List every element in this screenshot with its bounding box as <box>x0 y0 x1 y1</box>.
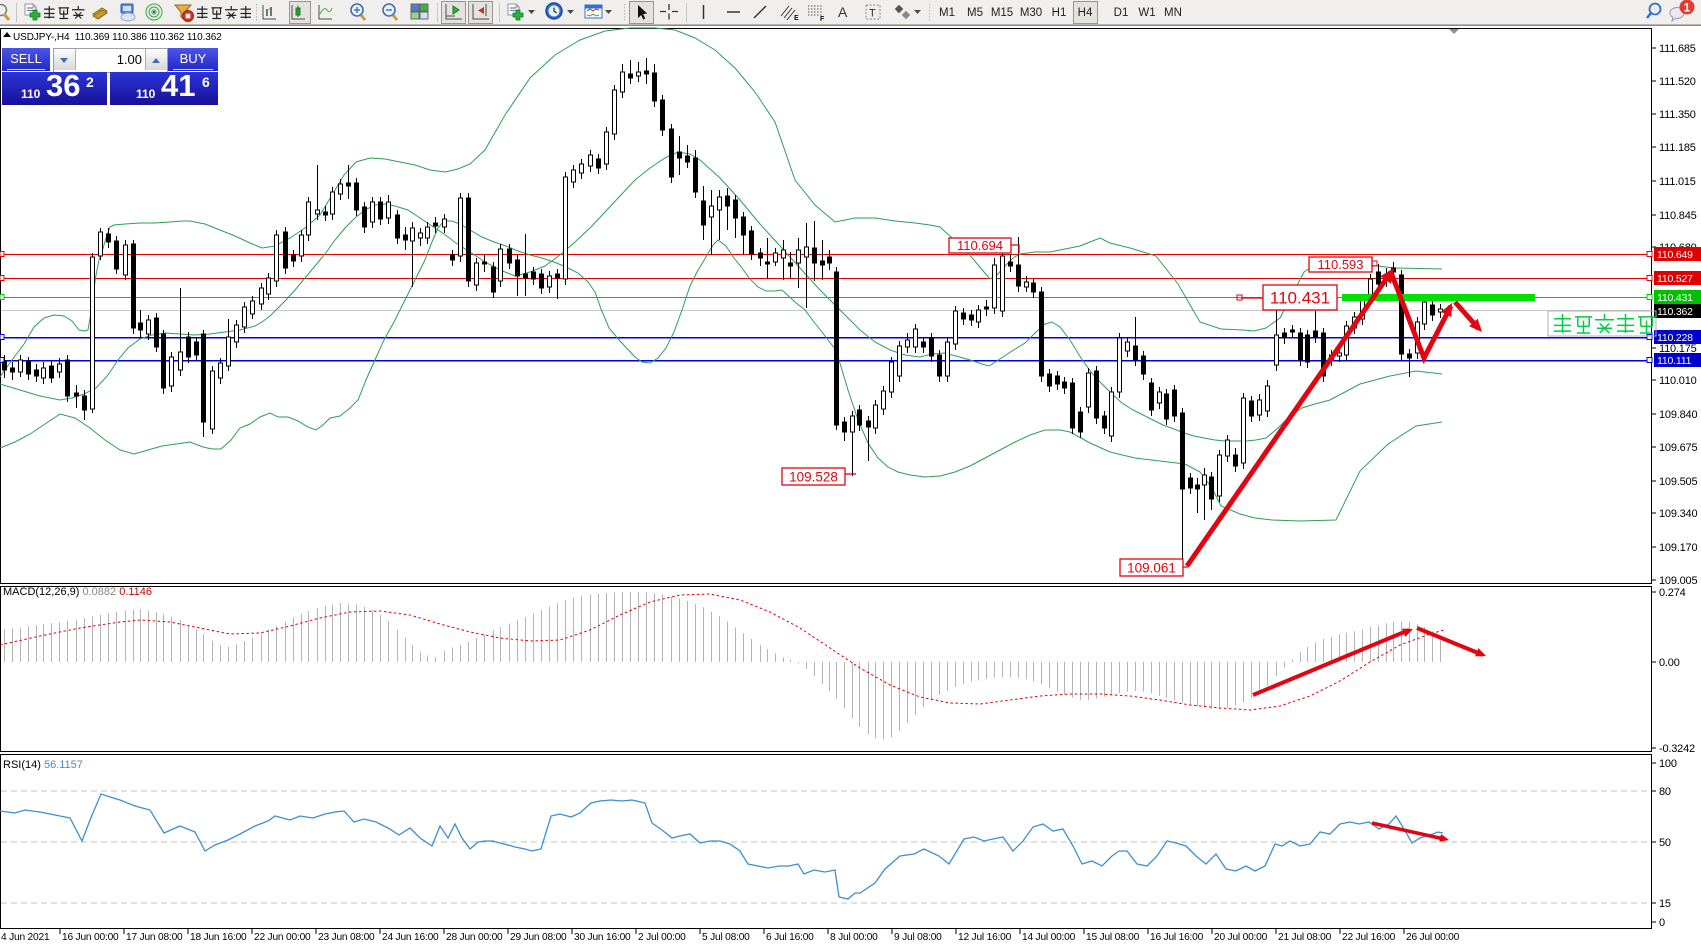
svg-text:111.520: 111.520 <box>1659 76 1696 88</box>
svg-text:4 Jun 2021: 4 Jun 2021 <box>1 932 50 943</box>
svg-text:0: 0 <box>1659 917 1665 929</box>
svg-text:111.350: 111.350 <box>1659 109 1696 121</box>
svg-text:M5: M5 <box>967 7 983 19</box>
svg-text:110.362: 110.362 <box>1657 306 1693 318</box>
svg-text:9 Jul 08:00: 9 Jul 08:00 <box>894 932 942 943</box>
svg-text:17 Jun 08:00: 17 Jun 08:00 <box>126 932 183 943</box>
svg-text:MACD(12,26,9) 0.0882 0.1146: MACD(12,26,9) 0.0882 0.1146 <box>3 586 152 598</box>
svg-text:109.675: 109.675 <box>1659 442 1697 454</box>
svg-text:-0.3242: -0.3242 <box>1659 743 1695 755</box>
svg-text:RSI(14) 56.1157: RSI(14) 56.1157 <box>3 759 83 771</box>
svg-text:T: T <box>869 8 876 20</box>
svg-text:12 Jul 16:00: 12 Jul 16:00 <box>958 932 1012 943</box>
svg-text:110.694: 110.694 <box>957 238 1003 253</box>
svg-text:109.528: 109.528 <box>789 469 838 484</box>
svg-text:H4: H4 <box>1078 7 1093 19</box>
svg-text:29 Jun 08:00: 29 Jun 08:00 <box>510 932 567 943</box>
svg-text:80: 80 <box>1659 786 1671 798</box>
svg-text:28 Jun 00:00: 28 Jun 00:00 <box>446 932 503 943</box>
svg-text:109.505: 109.505 <box>1659 476 1697 488</box>
svg-text:M15: M15 <box>991 7 1013 19</box>
svg-text:110.228: 110.228 <box>1657 332 1693 344</box>
svg-text:50: 50 <box>1659 837 1671 849</box>
svg-text:111.185: 111.185 <box>1659 142 1696 154</box>
svg-text:15: 15 <box>1659 898 1671 910</box>
svg-text:110.431: 110.431 <box>1657 292 1693 304</box>
svg-text:24 Jun 16:00: 24 Jun 16:00 <box>382 932 439 943</box>
svg-text:109.005: 109.005 <box>1659 575 1697 587</box>
svg-text:6 Jul 16:00: 6 Jul 16:00 <box>766 932 814 943</box>
svg-text:USDJPY-,H4 110.369 110.386 11: USDJPY-,H4 110.369 110.386 110.362 110.3… <box>13 32 222 43</box>
svg-text:22 Jul 16:00: 22 Jul 16:00 <box>1342 932 1396 943</box>
svg-text:111.015: 111.015 <box>1659 176 1696 188</box>
svg-text:100: 100 <box>1659 758 1677 770</box>
svg-text:26 Jul 00:00: 26 Jul 00:00 <box>1406 932 1460 943</box>
svg-text:16 Jul 16:00: 16 Jul 16:00 <box>1150 932 1204 943</box>
svg-text:109.061: 109.061 <box>1127 560 1176 575</box>
svg-text:A: A <box>838 4 848 20</box>
svg-text:M1: M1 <box>939 7 955 19</box>
svg-text:110.175: 110.175 <box>1659 343 1697 355</box>
svg-text:21 Jul 08:00: 21 Jul 08:00 <box>1278 932 1332 943</box>
svg-text:H1: H1 <box>1052 7 1067 19</box>
svg-text:110.010: 110.010 <box>1659 375 1697 387</box>
svg-text:110.649: 110.649 <box>1657 249 1693 261</box>
svg-text:109.340: 109.340 <box>1659 508 1697 520</box>
svg-text:30 Jun 16:00: 30 Jun 16:00 <box>574 932 631 943</box>
svg-text:23 Jun 08:00: 23 Jun 08:00 <box>318 932 375 943</box>
svg-text:18 Jun 16:00: 18 Jun 16:00 <box>190 932 247 943</box>
svg-text:MN: MN <box>1164 7 1182 19</box>
svg-text:16 Jun 00:00: 16 Jun 00:00 <box>62 932 119 943</box>
svg-text:2 Jul 00:00: 2 Jul 00:00 <box>638 932 686 943</box>
svg-text:W1: W1 <box>1138 7 1155 19</box>
svg-text:22 Jun 00:00: 22 Jun 00:00 <box>254 932 311 943</box>
svg-text:20 Jul 00:00: 20 Jul 00:00 <box>1214 932 1268 943</box>
svg-text:111.685: 111.685 <box>1659 43 1696 55</box>
svg-text:15 Jul 08:00: 15 Jul 08:00 <box>1086 932 1140 943</box>
svg-text:109.170: 109.170 <box>1659 542 1697 554</box>
svg-text:F: F <box>820 16 825 23</box>
svg-text:110.527: 110.527 <box>1657 273 1693 285</box>
svg-text:M30: M30 <box>1020 7 1042 19</box>
svg-text:14 Jul 00:00: 14 Jul 00:00 <box>1022 932 1076 943</box>
svg-text:110.111: 110.111 <box>1657 355 1692 367</box>
svg-text:109.840: 109.840 <box>1659 409 1697 421</box>
svg-text:1: 1 <box>1684 1 1691 15</box>
svg-text:0.00: 0.00 <box>1659 657 1680 669</box>
svg-text:D1: D1 <box>1114 7 1129 19</box>
svg-text:E: E <box>794 15 799 22</box>
svg-text:5 Jul 08:00: 5 Jul 08:00 <box>702 932 750 943</box>
svg-text:110.845: 110.845 <box>1659 210 1697 222</box>
svg-text:110.431: 110.431 <box>1270 289 1330 308</box>
svg-text:0.274: 0.274 <box>1659 587 1686 599</box>
svg-text:110.593: 110.593 <box>1317 257 1363 272</box>
svg-text:8 Jul 00:00: 8 Jul 00:00 <box>830 932 878 943</box>
